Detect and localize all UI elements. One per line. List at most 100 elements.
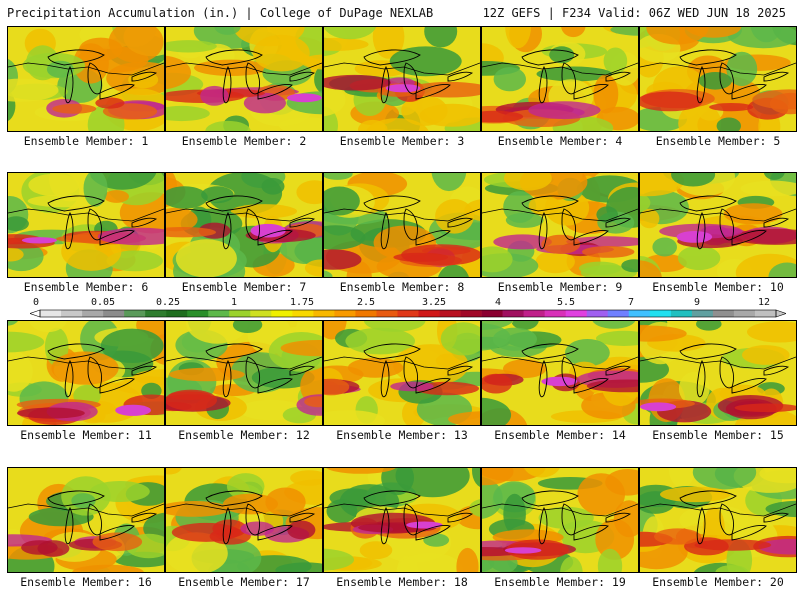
precip-map (165, 320, 323, 426)
colorbar-swatch (292, 310, 314, 317)
member-label: Ensemble Member: 5 (655, 134, 781, 148)
colorbar-swatch (397, 310, 419, 317)
map-title: Precipitation Accumulation (in.) | Colle… (7, 6, 434, 20)
ensemble-member-panel: Ensemble Member: 10 (639, 172, 797, 298)
precip-map (165, 172, 323, 278)
colorbar-swatch (187, 310, 209, 317)
colorbar-tick-label: 1.75 (289, 297, 315, 308)
ensemble-member-panel: Ensemble Member: 14 (481, 320, 639, 446)
precip-map (481, 467, 639, 573)
ensemble-member-panel: Ensemble Member: 20 (639, 467, 797, 593)
precip-field-graphic (166, 468, 322, 572)
colorbar-swatch (208, 310, 230, 317)
colorbar-swatch (82, 310, 104, 317)
member-label: Ensemble Member: 3 (339, 134, 465, 148)
precip-map (323, 26, 481, 132)
precip-field-graphic (482, 321, 638, 425)
member-label: Ensemble Member: 7 (181, 280, 307, 294)
precip-map (7, 26, 165, 132)
colorbar-max-arrow (775, 309, 786, 318)
member-label: Ensemble Member: 19 (494, 575, 626, 589)
colorbar-swatch (460, 310, 482, 317)
member-label: Ensemble Member: 13 (336, 428, 468, 442)
precip-field-graphic (482, 173, 638, 277)
colorbar-swatch (61, 310, 83, 317)
colorbar-labels: 0 0.05 0.25 1 1.75 2.5 3.25 4 5.5 7 9 12 (0, 297, 800, 309)
colorbar-swatch (250, 310, 272, 317)
precip-field-graphic (482, 27, 638, 131)
precip-field-graphic (324, 321, 480, 425)
ensemble-member-panel: Ensemble Member: 11 (7, 320, 165, 446)
member-label: Ensemble Member: 16 (20, 575, 152, 589)
precip-field-graphic (166, 321, 322, 425)
member-label: Ensemble Member: 11 (20, 428, 152, 442)
precip-map (165, 26, 323, 132)
member-label: Ensemble Member: 4 (497, 134, 623, 148)
colorbar-swatch (103, 310, 125, 317)
colorbar-swatch (628, 310, 651, 317)
precip-field-graphic (324, 173, 480, 277)
colorbar-swatch (229, 310, 251, 317)
colorbar-tick-label: 9 (693, 297, 701, 308)
member-label: Ensemble Member: 2 (181, 134, 307, 148)
member-label: Ensemble Member: 10 (652, 280, 784, 294)
precip-map (639, 172, 797, 278)
colorbar-swatch (712, 310, 735, 317)
colorbar-swatch (439, 310, 461, 317)
colorbar-tick-label: 5.5 (556, 297, 576, 308)
member-label: Ensemble Member: 12 (178, 428, 310, 442)
precip-map (639, 320, 797, 426)
ensemble-member-panel: Ensemble Member: 3 (323, 26, 481, 152)
ensemble-member-panel: Ensemble Member: 2 (165, 26, 323, 152)
precip-map (165, 467, 323, 573)
precip-map (7, 320, 165, 426)
colorbar-swatch (313, 310, 335, 317)
ensemble-member-panel: Ensemble Member: 1 (7, 26, 165, 152)
colorbar-tick-label: 1 (230, 297, 238, 308)
member-label: Ensemble Member: 17 (178, 575, 310, 589)
member-label: Ensemble Member: 9 (497, 280, 623, 294)
ensemble-member-panel: Ensemble Member: 18 (323, 467, 481, 593)
colorbar-swatch (418, 310, 440, 317)
precip-map (7, 467, 165, 573)
member-label: Ensemble Member: 8 (339, 280, 465, 294)
ensemble-member-panel: Ensemble Member: 7 (165, 172, 323, 298)
ensemble-member-panel: Ensemble Member: 19 (481, 467, 639, 593)
precip-field-graphic (8, 173, 164, 277)
colorbar-tick-label: 3.25 (421, 297, 447, 308)
ensemble-member-panel: Ensemble Member: 5 (639, 26, 797, 152)
precip-map (323, 467, 481, 573)
colorbar-swatch (544, 310, 567, 317)
colorbar-swatch (145, 310, 167, 317)
precip-field-graphic (482, 468, 638, 572)
precip-map (323, 172, 481, 278)
colorbar-swatch (586, 310, 609, 317)
precip-field-graphic (640, 468, 796, 572)
colorbar-swatch (355, 310, 377, 317)
colorbar-tick-label: 12 (757, 297, 771, 308)
colorbar-tick-label: 0 (32, 297, 40, 308)
colorbar-tick-label: 0.05 (90, 297, 116, 308)
precip-map (7, 172, 165, 278)
ensemble-member-panel: Ensemble Member: 13 (323, 320, 481, 446)
ensemble-member-panel: Ensemble Member: 6 (7, 172, 165, 298)
ensemble-member-panel: Ensemble Member: 9 (481, 172, 639, 298)
ensemble-member-panel: Ensemble Member: 4 (481, 26, 639, 152)
colorbar-tick-label: 2.5 (356, 297, 376, 308)
colorbar-swatch (376, 310, 398, 317)
precip-field-graphic (640, 321, 796, 425)
member-label: Ensemble Member: 18 (336, 575, 468, 589)
colorbar-swatch (670, 310, 693, 317)
precip-field-graphic (8, 468, 164, 572)
colorbar-swatch (271, 310, 293, 317)
colorbar-min-arrow (30, 309, 41, 318)
ensemble-member-panel: Ensemble Member: 12 (165, 320, 323, 446)
precip-field-graphic (166, 27, 322, 131)
colorbar-swatch (754, 310, 777, 317)
colorbar-swatch (523, 310, 545, 317)
member-label: Ensemble Member: 20 (652, 575, 784, 589)
precip-colorbar (30, 309, 786, 318)
colorbar-swatch (334, 310, 356, 317)
colorbar-swatch (166, 310, 188, 317)
